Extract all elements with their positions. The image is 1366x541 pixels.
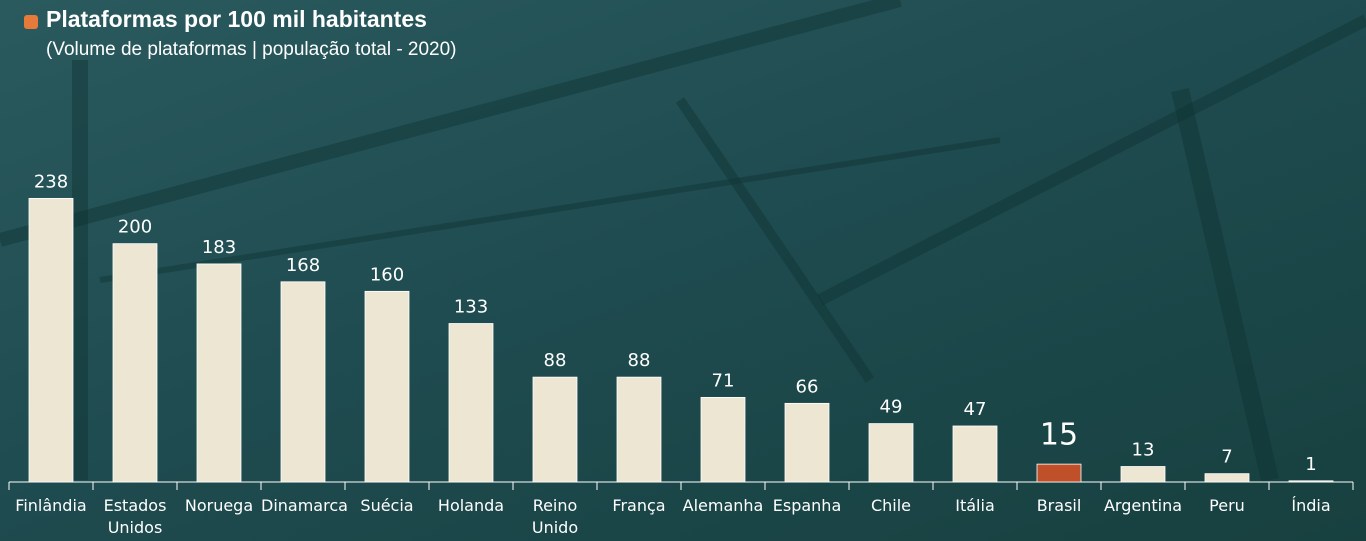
value-label: 88 bbox=[628, 350, 651, 371]
value-label: 168 bbox=[286, 255, 320, 276]
bar bbox=[532, 376, 578, 483]
value-label: 160 bbox=[370, 264, 404, 285]
bar bbox=[952, 425, 998, 483]
value-label: 183 bbox=[202, 237, 236, 258]
x-tick-label: Peru bbox=[1209, 496, 1245, 515]
x-tick-label: Suécia bbox=[360, 496, 414, 515]
bar bbox=[280, 281, 326, 483]
value-label: 88 bbox=[544, 350, 567, 371]
chart-subtitle: (Volume de plataformas | população total… bbox=[46, 39, 457, 60]
bar bbox=[1204, 473, 1250, 483]
x-tick-label: Brasil bbox=[1036, 496, 1082, 515]
value-label: 238 bbox=[34, 171, 68, 192]
title-icon bbox=[24, 15, 38, 29]
x-tick-label: Estados Unidos bbox=[103, 496, 167, 537]
x-tick-label: Noruega bbox=[184, 496, 254, 515]
x-tick-label: Reino Unido bbox=[531, 496, 579, 537]
x-tick-label: Dinamarca bbox=[261, 496, 348, 515]
bar bbox=[868, 423, 914, 483]
value-label: 15 bbox=[1040, 418, 1078, 453]
bar bbox=[448, 323, 494, 483]
value-label: 7 bbox=[1221, 447, 1232, 468]
x-tick-label: Argentina bbox=[1103, 496, 1183, 515]
value-label: 1 bbox=[1305, 454, 1316, 475]
bar bbox=[1288, 480, 1334, 483]
value-label: 49 bbox=[880, 397, 903, 418]
x-tick-label: Índia bbox=[1291, 496, 1331, 515]
bar bbox=[1120, 466, 1166, 483]
x-tick-label: Alemanha bbox=[682, 496, 764, 515]
value-label: 66 bbox=[796, 376, 819, 397]
bar bbox=[28, 197, 74, 483]
value-label: 133 bbox=[454, 297, 488, 318]
bar bbox=[1036, 463, 1082, 483]
bar bbox=[616, 376, 662, 483]
x-tick-label: França bbox=[612, 496, 666, 515]
value-label: 200 bbox=[118, 217, 152, 238]
chart-title: Plataformas por 100 mil habitantes bbox=[46, 6, 427, 32]
x-tick-label: Holanda bbox=[437, 496, 505, 515]
bar bbox=[784, 402, 830, 483]
x-tick-label: Finlândia bbox=[15, 496, 87, 515]
x-tick-label: Itália bbox=[955, 496, 995, 515]
value-label: 71 bbox=[712, 370, 735, 391]
bar bbox=[112, 243, 158, 483]
x-tick-label: Chile bbox=[870, 496, 912, 515]
bar bbox=[700, 396, 746, 483]
bar bbox=[196, 263, 242, 483]
bar bbox=[364, 290, 410, 483]
value-label: 13 bbox=[1132, 440, 1155, 461]
x-tick-label: Espanha bbox=[772, 496, 842, 515]
value-label: 47 bbox=[964, 399, 987, 420]
background-structure bbox=[0, 0, 1366, 483]
